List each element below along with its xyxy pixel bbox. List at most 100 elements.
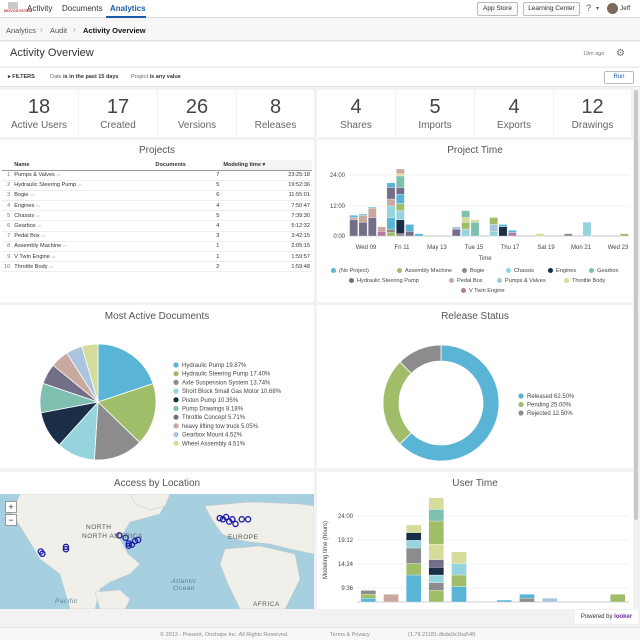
bar-segment[interactable] xyxy=(386,187,396,200)
bar-segment[interactable] xyxy=(519,594,535,599)
location-pin[interactable] xyxy=(122,534,129,541)
bar-segment[interactable] xyxy=(508,232,517,237)
bar-segment[interactable] xyxy=(386,217,396,230)
location-pin[interactable] xyxy=(125,540,132,547)
legend-item[interactable]: Chassis xyxy=(506,268,534,274)
legend-label[interactable]: Short Block Small Gas Motor 10.68% xyxy=(182,389,282,395)
table-row[interactable]: 5 Chassis ••• 5 7:39:30 xyxy=(2,210,312,222)
more-icon[interactable]: ••• xyxy=(51,253,56,259)
bar-segment[interactable] xyxy=(536,233,545,237)
scrollbar[interactable] xyxy=(634,90,638,520)
location-pin[interactable] xyxy=(116,532,123,539)
bar-segment[interactable] xyxy=(360,597,376,603)
legend-label[interactable]: Wheel Assembly 4.51% xyxy=(182,441,246,447)
user-name[interactable]: Jeff xyxy=(620,5,631,12)
chevron-down-icon[interactable]: ▾ xyxy=(596,6,600,12)
company-logo[interactable]: NOVOSYSTEM xyxy=(4,1,32,16)
bar-segment[interactable] xyxy=(428,574,444,583)
table-row[interactable]: 7 Pedal Box ••• 3 3:42:15 xyxy=(2,231,312,242)
bar-segment[interactable] xyxy=(406,574,422,603)
bar-segment[interactable] xyxy=(489,217,498,225)
kpi-tile-created[interactable]: 17 Created xyxy=(79,90,157,137)
bar-segment[interactable] xyxy=(396,210,405,220)
project-name[interactable]: Pumps & Valves ••• xyxy=(12,170,154,181)
more-icon[interactable]: ••• xyxy=(41,233,46,239)
location-pin[interactable] xyxy=(222,513,230,521)
bar-segment[interactable] xyxy=(386,205,396,218)
bar-segment[interactable] xyxy=(358,213,368,216)
bar-segment[interactable] xyxy=(489,231,498,237)
table-row[interactable]: 6 Gearbox ••• 4 5:12:32 xyxy=(2,220,312,232)
legend-label[interactable]: Hydraulic Steering Pump 17.40% xyxy=(182,372,271,378)
table-row[interactable]: 8 Assembly Machine ••• 1 2:05:15 xyxy=(2,241,312,253)
nav-tab-analytics[interactable]: Analytics xyxy=(110,4,146,13)
more-icon[interactable]: ••• xyxy=(77,182,82,188)
legend-item[interactable]: Bogie xyxy=(462,268,484,274)
legend-item[interactable]: Throttle Body xyxy=(564,278,605,284)
bar-segment[interactable] xyxy=(396,203,405,211)
bar-segment[interactable] xyxy=(406,532,422,541)
bar-segment[interactable] xyxy=(620,233,629,237)
bar-segment[interactable] xyxy=(428,582,444,591)
bar-segment[interactable] xyxy=(349,215,358,218)
bar-segment[interactable] xyxy=(461,228,470,237)
avatar[interactable] xyxy=(607,3,618,14)
bar-segment[interactable] xyxy=(414,233,424,237)
bar-segment[interactable] xyxy=(406,540,422,549)
project-name[interactable]: Engines ••• xyxy=(12,200,154,212)
project-name[interactable]: Hydraulic Steering Pump ••• xyxy=(12,180,154,191)
legend-item[interactable]: Hydraulic Steering Pump xyxy=(349,278,419,284)
bar-segment[interactable] xyxy=(396,219,405,234)
zoom-out-button[interactable]: − xyxy=(5,514,17,526)
legend-item[interactable]: Gearbox xyxy=(589,268,618,274)
run-button[interactable]: Run xyxy=(604,71,634,84)
bar-segment[interactable] xyxy=(360,594,376,599)
bar-segment[interactable] xyxy=(451,586,467,603)
bar-segment[interactable] xyxy=(470,221,480,237)
bar-segment[interactable] xyxy=(498,226,508,237)
pie-slice[interactable] xyxy=(382,361,412,445)
app-store-button[interactable]: App Store xyxy=(477,2,518,16)
bar-segment[interactable] xyxy=(564,233,573,237)
legend-item[interactable]: Assembly Machine xyxy=(397,268,452,274)
bar-segment[interactable] xyxy=(386,182,396,188)
location-pin[interactable] xyxy=(128,541,136,548)
project-filter[interactable]: Project is any value xyxy=(131,74,181,80)
col-modeling-time[interactable]: Modeling time ▾ xyxy=(221,160,312,171)
bar-segment[interactable] xyxy=(386,198,396,207)
location-pin[interactable] xyxy=(62,543,70,551)
bar-segment[interactable] xyxy=(519,597,535,603)
more-icon[interactable]: ••• xyxy=(36,202,41,208)
project-name[interactable]: Pedal Box ••• xyxy=(12,231,154,242)
project-name[interactable]: Gearbox ••• xyxy=(12,220,154,232)
bar-segment[interactable] xyxy=(451,551,467,564)
bar-segment[interactable] xyxy=(405,231,414,237)
location-pin[interactable] xyxy=(39,550,46,558)
location-pin[interactable] xyxy=(125,542,132,550)
bar-segment[interactable] xyxy=(368,217,377,237)
bar-segment[interactable] xyxy=(386,228,396,233)
legend-label[interactable]: Rejected 12.50% xyxy=(527,411,573,417)
bar-segment[interactable] xyxy=(452,226,461,230)
terms-link[interactable]: Terms & Privacy xyxy=(330,632,370,638)
bar-segment[interactable] xyxy=(428,559,444,568)
bar-segment[interactable] xyxy=(406,524,422,533)
location-pin[interactable] xyxy=(225,518,233,525)
breadcrumb-analytics[interactable]: Analytics xyxy=(6,26,37,35)
legend-label[interactable]: Axle Suspension System 13.74% xyxy=(182,380,271,386)
bar-segment[interactable] xyxy=(489,224,498,232)
bar-segment[interactable] xyxy=(428,497,444,510)
table-row[interactable]: 2 Hydraulic Steering Pump ••• 5 19:52:36 xyxy=(2,180,312,191)
more-icon[interactable]: ••• xyxy=(62,243,67,249)
location-pin[interactable] xyxy=(134,536,142,544)
kpi-tile-exports[interactable]: 4 Exports xyxy=(475,90,553,137)
bar-segment[interactable] xyxy=(360,590,376,595)
bar-segment[interactable] xyxy=(396,187,405,195)
bar-segment[interactable] xyxy=(610,594,626,603)
location-pin[interactable] xyxy=(131,537,139,545)
access-location-map[interactable]: + − NORTH NORTH AMERICA EUROPE AFRICA At… xyxy=(0,494,314,609)
bar-segment[interactable] xyxy=(383,594,399,603)
bar-segment[interactable] xyxy=(377,231,386,237)
learning-center-button[interactable]: Learning Center xyxy=(523,2,580,16)
bar-segment[interactable] xyxy=(508,230,517,233)
